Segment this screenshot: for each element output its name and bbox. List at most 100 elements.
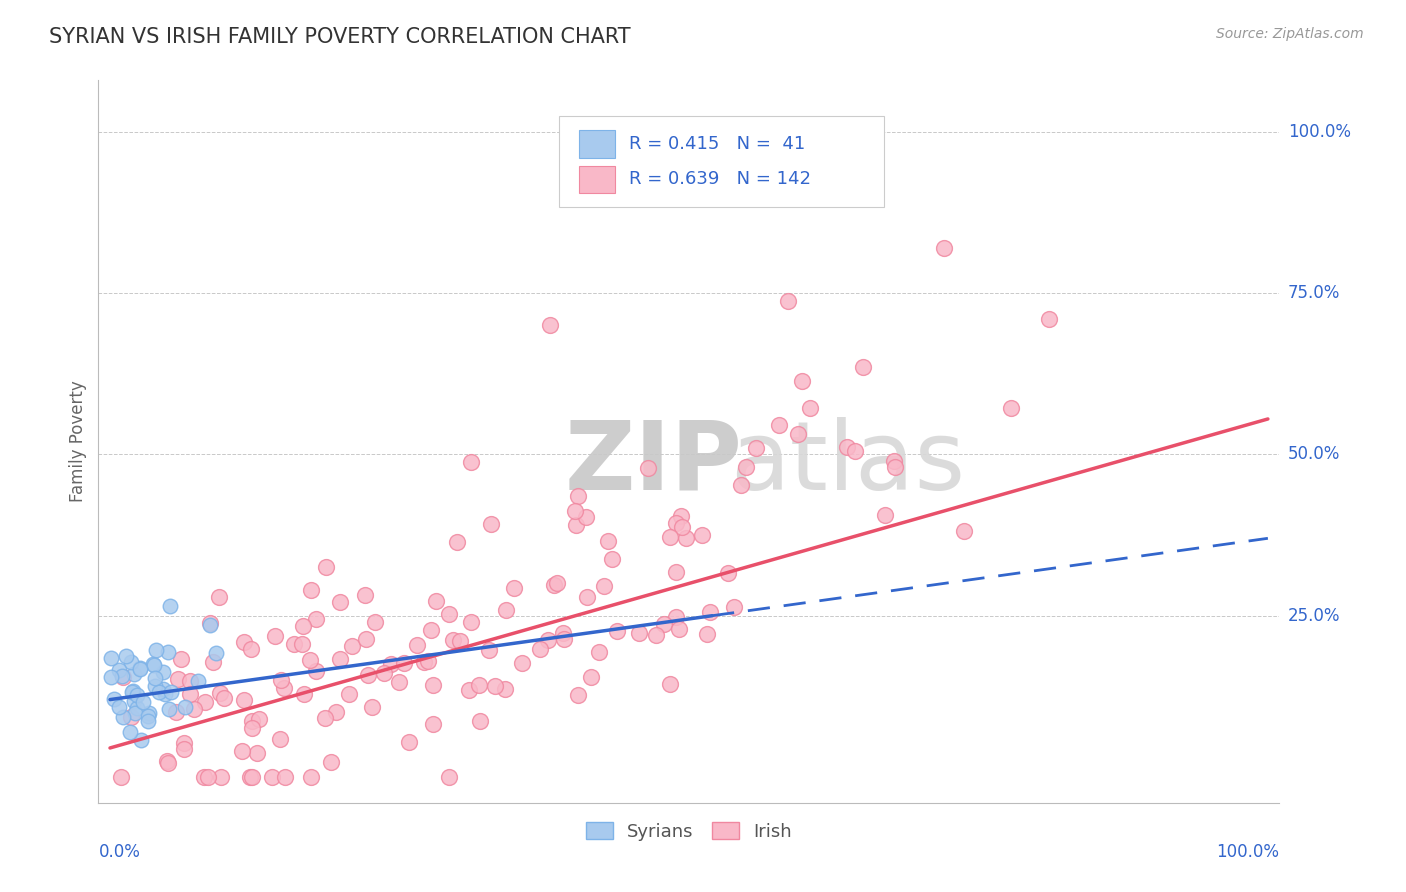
Point: [122, 694, 145, 708]
Point: [664, 609, 686, 624]
Point: [1038, 311, 1060, 326]
Point: [844, 443, 866, 458]
Point: [422, 717, 444, 731]
Point: [659, 530, 682, 544]
Bar: [579, 166, 614, 193]
Point: [136, 714, 159, 728]
Point: [567, 489, 589, 503]
Point: [260, 770, 283, 784]
Point: [233, 635, 256, 649]
Point: [111, 710, 134, 724]
Point: [413, 656, 436, 670]
Point: [231, 744, 253, 758]
Point: [364, 615, 387, 629]
Point: [592, 579, 614, 593]
Point: [357, 667, 380, 681]
Point: [799, 401, 821, 416]
Text: 50.0%: 50.0%: [1288, 445, 1340, 464]
Point: [233, 693, 256, 707]
FancyBboxPatch shape: [560, 117, 884, 207]
Point: [460, 455, 482, 469]
Point: [883, 454, 905, 468]
Point: [329, 595, 352, 609]
Point: [652, 617, 675, 632]
Point: [240, 714, 263, 728]
Point: [132, 694, 155, 708]
Point: [283, 637, 305, 651]
Point: [675, 532, 697, 546]
Point: [790, 375, 813, 389]
Point: [564, 518, 586, 533]
Point: [588, 645, 610, 659]
Point: [127, 688, 149, 702]
Point: [173, 741, 195, 756]
Point: [156, 645, 179, 659]
Point: [120, 656, 142, 670]
Point: [460, 615, 482, 629]
Point: [776, 293, 799, 308]
Point: [437, 607, 460, 622]
Point: [669, 509, 692, 524]
Point: [269, 732, 291, 747]
Point: [107, 663, 129, 677]
Point: [598, 534, 620, 549]
Point: [581, 671, 603, 685]
Point: [478, 643, 501, 657]
Point: [744, 441, 766, 455]
Point: [339, 687, 361, 701]
Point: [292, 687, 315, 701]
Point: [875, 508, 897, 522]
Point: [425, 594, 447, 608]
Point: [124, 706, 146, 720]
Point: [494, 681, 516, 696]
Point: [787, 426, 810, 441]
Point: [665, 565, 688, 579]
Point: [201, 655, 224, 669]
Point: [644, 627, 666, 641]
Point: [142, 657, 165, 671]
Text: R = 0.415   N =  41: R = 0.415 N = 41: [628, 135, 806, 153]
Text: R = 0.639   N = 142: R = 0.639 N = 142: [628, 170, 811, 188]
Point: [503, 582, 526, 596]
Point: [153, 687, 176, 701]
Point: [479, 517, 502, 532]
Point: [538, 318, 561, 333]
Point: [699, 605, 721, 619]
Point: [121, 684, 143, 698]
Point: [420, 624, 443, 638]
Point: [437, 770, 460, 784]
Point: [537, 633, 560, 648]
Point: [273, 681, 295, 696]
Point: [152, 681, 174, 696]
Point: [148, 685, 170, 699]
Point: [305, 612, 328, 626]
Point: [932, 241, 955, 255]
Point: [160, 685, 183, 699]
Point: [406, 638, 429, 652]
Point: [696, 627, 718, 641]
Text: ZIP: ZIP: [565, 417, 742, 509]
Point: [187, 673, 209, 688]
Text: 25.0%: 25.0%: [1288, 607, 1340, 624]
Point: [301, 583, 323, 598]
Point: [115, 649, 138, 664]
Point: [325, 706, 347, 720]
Point: [129, 733, 152, 747]
Point: [110, 770, 132, 784]
Point: [291, 638, 314, 652]
Point: [174, 700, 197, 714]
Point: [179, 673, 201, 688]
Point: [240, 770, 263, 784]
Text: 75.0%: 75.0%: [1288, 285, 1340, 302]
Point: [110, 669, 132, 683]
Point: [170, 652, 193, 666]
Point: [264, 630, 287, 644]
Point: [128, 660, 150, 674]
Point: [723, 600, 745, 615]
Point: [204, 646, 226, 660]
Point: [360, 700, 382, 714]
Point: [658, 677, 681, 691]
Point: [953, 524, 976, 538]
Point: [200, 618, 222, 632]
Point: [380, 657, 402, 671]
